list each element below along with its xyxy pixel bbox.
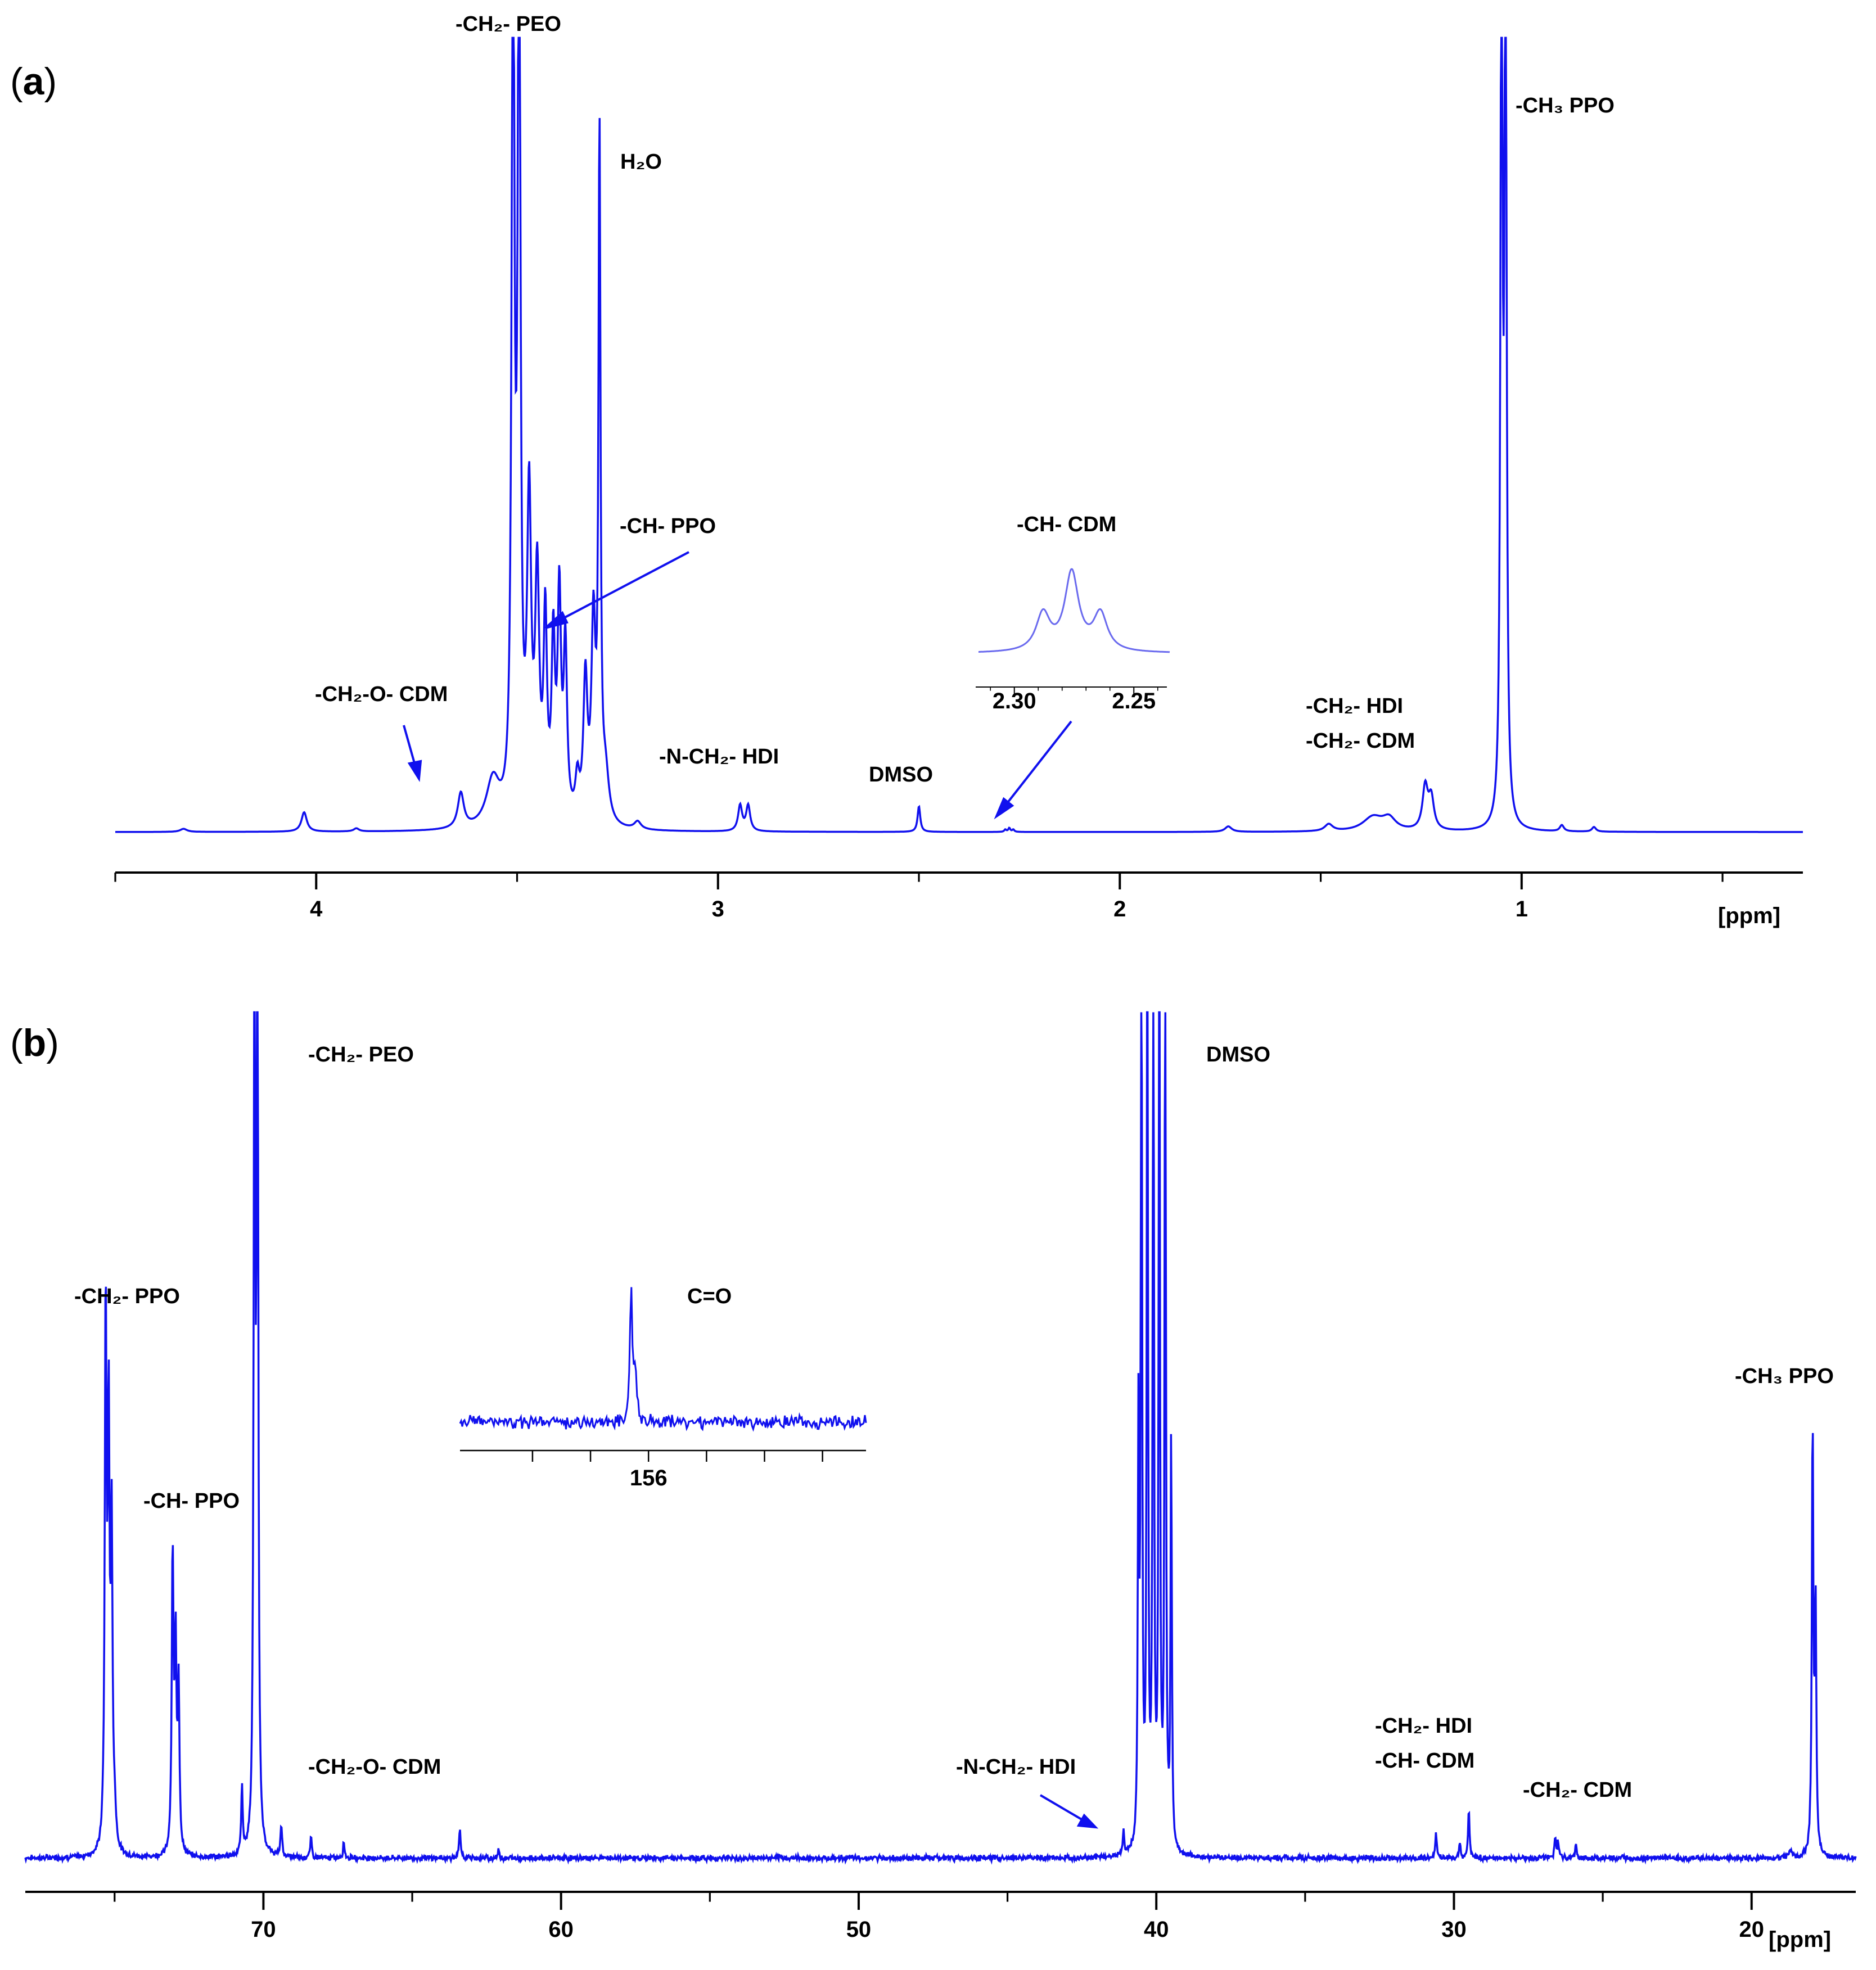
annot-a-ch-ppo: -CH- PPO <box>620 514 716 538</box>
panel-a-label: (a) <box>10 60 57 103</box>
annot-b-ch-ppo: -CH- PPO <box>143 1489 240 1513</box>
annot-a-ch2-cdm: -CH₂- CDM <box>1306 729 1415 753</box>
x-axis-label-a: [ppm] <box>1718 903 1780 928</box>
annot-a-ch2-peo: -CH₂- PEO <box>456 12 561 36</box>
annot-a-dmso: DMSO <box>869 763 933 787</box>
inset-b-trace <box>459 1287 867 1432</box>
tick-label-1: 1 <box>1516 897 1528 921</box>
inset-b-ticks: 156 <box>531 1451 823 1490</box>
inset-a-ticks: 2.30 2.25 <box>990 687 1158 713</box>
panel-a: (a) 4 3 2 1 [ppm] -CH₂- PEO H₂O -CH- PPO -C… <box>10 12 1803 928</box>
annot-b-ch2-ppo: -CH₂- PPO <box>74 1285 180 1308</box>
tick-label-70: 70 <box>251 1917 276 1942</box>
tick-label-50: 50 <box>846 1917 872 1942</box>
annot-a-nch2-hdi: -N-CH₂- HDI <box>659 745 779 769</box>
inset-a-trace <box>978 568 1170 653</box>
annot-b-ch2-cdm: -CH₂- CDM <box>1523 1778 1632 1802</box>
tick-label-3: 3 <box>712 897 724 921</box>
arrows-a <box>403 551 1072 820</box>
tick-label-20: 20 <box>1739 1917 1765 1942</box>
spectrum-b-trace <box>24 1011 1857 1865</box>
annot-a-ch3-ppo: -CH₃ PPO <box>1516 94 1615 118</box>
tick-label-4: 4 <box>310 897 323 921</box>
annot-a-ch2-hdi: -CH₂- HDI <box>1306 694 1403 718</box>
annot-b-ch3-ppo: -CH₃ PPO <box>1735 1364 1834 1388</box>
inset-b: 156 <box>459 1287 867 1490</box>
arrow-b <box>1039 1794 1099 1829</box>
annot-b-nch2-hdi: -N-CH₂- HDI <box>956 1755 1076 1779</box>
x-ticks-a: 4 3 2 1 <box>114 873 1724 921</box>
panel-b-label: (b) <box>10 1022 59 1064</box>
tick-label-30: 30 <box>1441 1917 1467 1942</box>
annot-b-ch2-hdi: -CH₂- HDI <box>1375 1714 1472 1738</box>
tick-label-2: 2 <box>1113 897 1126 921</box>
annot-b-dmso: DMSO <box>1206 1043 1270 1067</box>
annot-a-h2o: H₂O <box>620 150 662 174</box>
annot-b-ch2-peo: -CH₂- PEO <box>308 1043 414 1067</box>
tick-label-40: 40 <box>1144 1917 1169 1942</box>
x-axis-label-b: [ppm] <box>1769 1927 1831 1952</box>
annot-a-ch-cdm: -CH- CDM <box>1017 513 1116 536</box>
annot-a-ch2o-cdm: -CH₂-O- CDM <box>315 683 448 706</box>
inset-a: 2.30 2.25 <box>976 568 1170 713</box>
x-ticks-b: 70 60 50 40 30 20 <box>114 1892 1765 1942</box>
tick-label-2.25: 2.25 <box>1112 689 1156 713</box>
tick-label-2.30: 2.30 <box>993 689 1036 713</box>
panel-b: (b) 70 60 50 40 30 20 [ppm] -CH₂- PEO DMSO C=… <box>10 1011 1857 1952</box>
tick-label-60: 60 <box>548 1917 574 1942</box>
annot-b-co: C=O <box>687 1285 732 1308</box>
annot-b-ch-cdm: -CH- CDM <box>1375 1749 1474 1773</box>
spectrum-a-trace <box>115 37 1803 833</box>
tick-label-156: 156 <box>630 1466 668 1490</box>
annot-b-ch2o-cdm: -CH₂-O- CDM <box>308 1755 441 1779</box>
